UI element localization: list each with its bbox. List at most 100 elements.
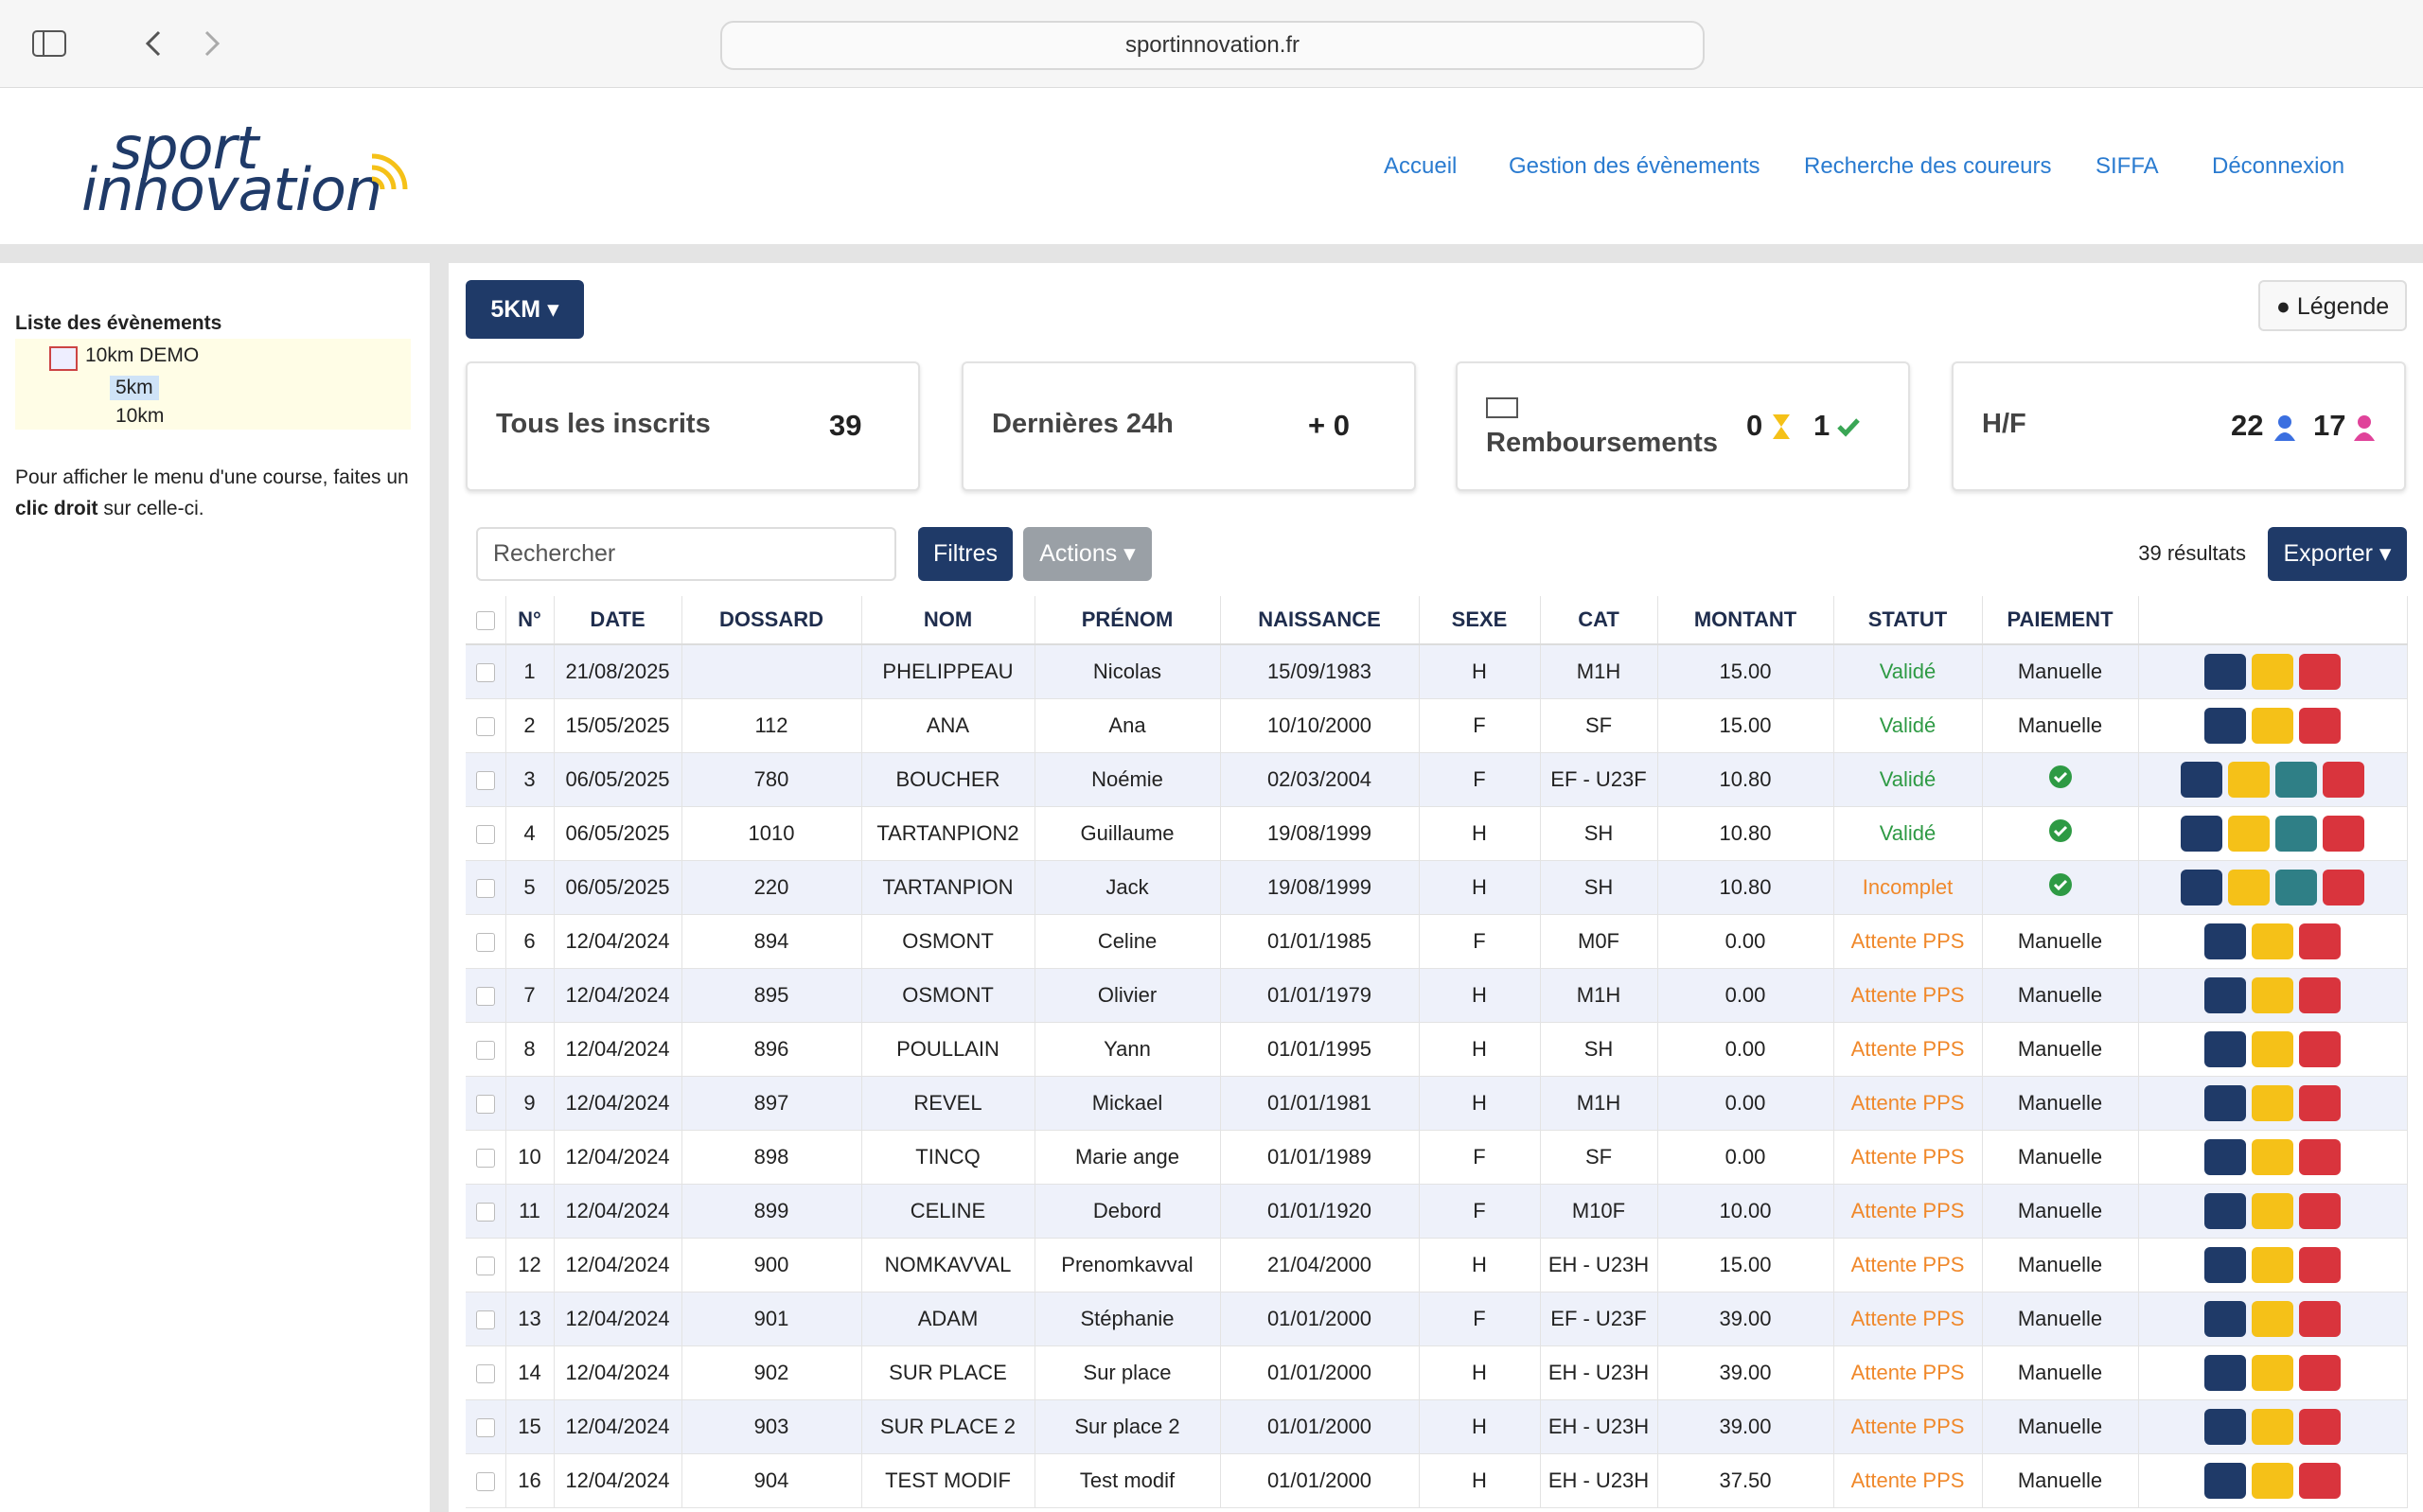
- row-checkbox[interactable]: [476, 825, 495, 844]
- row-checkbox[interactable]: [476, 1472, 495, 1491]
- edit-button[interactable]: [2204, 977, 2246, 1013]
- delete-button[interactable]: [2299, 923, 2341, 959]
- delete-button[interactable]: [2323, 870, 2364, 905]
- delete-button[interactable]: [2299, 1193, 2341, 1229]
- edit-button[interactable]: [2204, 1355, 2246, 1391]
- edit-button[interactable]: [2204, 1409, 2246, 1445]
- nav-link[interactable]: Accueil: [1384, 153, 1457, 180]
- edit-button[interactable]: [2204, 1193, 2246, 1229]
- row-checkbox[interactable]: [476, 1041, 495, 1060]
- edit-button[interactable]: [2181, 870, 2222, 905]
- transfer-button[interactable]: [2252, 654, 2293, 690]
- transfer-button[interactable]: [2252, 1409, 2293, 1445]
- race-dropdown[interactable]: 5KM ▾: [466, 280, 584, 339]
- delete-button[interactable]: [2299, 1085, 2341, 1121]
- edit-button[interactable]: [2204, 654, 2246, 690]
- tree-item[interactable]: 10km DEMO: [85, 344, 199, 367]
- transfer-button[interactable]: [2252, 923, 2293, 959]
- column-header[interactable]: DOSSARD: [681, 596, 861, 644]
- transfer-button[interactable]: [2252, 1301, 2293, 1337]
- transfer-button[interactable]: [2228, 762, 2270, 798]
- address-bar[interactable]: sportinnovation.fr: [720, 21, 1705, 70]
- edit-button[interactable]: [2181, 762, 2222, 798]
- nav-link[interactable]: SIFFA: [2096, 153, 2159, 180]
- row-checkbox[interactable]: [476, 1418, 495, 1437]
- tree-item[interactable]: 5km: [110, 376, 159, 400]
- row-checkbox[interactable]: [476, 717, 495, 736]
- delete-button[interactable]: [2299, 1409, 2341, 1445]
- delete-button[interactable]: [2299, 977, 2341, 1013]
- transfer-button[interactable]: [2252, 708, 2293, 744]
- row-checkbox[interactable]: [476, 1095, 495, 1114]
- delete-button[interactable]: [2299, 1301, 2341, 1337]
- team-button[interactable]: [2275, 870, 2317, 905]
- edit-button[interactable]: [2204, 1139, 2246, 1175]
- row-checkbox[interactable]: [476, 1310, 495, 1329]
- column-header[interactable]: CAT: [1540, 596, 1657, 644]
- edit-button[interactable]: [2181, 816, 2222, 852]
- row-checkbox[interactable]: [476, 879, 495, 898]
- edit-button[interactable]: [2204, 1463, 2246, 1499]
- row-checkbox[interactable]: [476, 1364, 495, 1383]
- column-header[interactable]: PAIEMENT: [1982, 596, 2138, 644]
- transfer-button[interactable]: [2252, 1193, 2293, 1229]
- transfer-button[interactable]: [2252, 1247, 2293, 1283]
- transfer-button[interactable]: [2252, 977, 2293, 1013]
- nav-link[interactable]: Déconnexion: [2212, 153, 2344, 180]
- delete-button[interactable]: [2299, 1355, 2341, 1391]
- edit-button[interactable]: [2204, 1247, 2246, 1283]
- column-header[interactable]: SEXE: [1419, 596, 1540, 644]
- column-header[interactable]: MONTANT: [1657, 596, 1833, 644]
- transfer-button[interactable]: [2252, 1139, 2293, 1175]
- edit-button[interactable]: [2204, 923, 2246, 959]
- column-header[interactable]: STATUT: [1833, 596, 1982, 644]
- team-button[interactable]: [2275, 762, 2317, 798]
- row-checkbox[interactable]: [476, 771, 495, 790]
- column-header[interactable]: DATE: [554, 596, 681, 644]
- row-checkbox[interactable]: [476, 663, 495, 682]
- delete-button[interactable]: [2299, 1139, 2341, 1175]
- delete-button[interactable]: [2299, 1247, 2341, 1283]
- table-row: 1012/04/2024898TINCQMarie ange01/01/1989…: [466, 1131, 2407, 1185]
- transfer-button[interactable]: [2252, 1463, 2293, 1499]
- edit-button[interactable]: [2204, 1031, 2246, 1067]
- edit-button[interactable]: [2204, 1085, 2246, 1121]
- export-button[interactable]: Exporter ▾: [2268, 527, 2407, 581]
- transfer-button[interactable]: [2228, 816, 2270, 852]
- back-button[interactable]: [142, 28, 165, 59]
- edit-button[interactable]: [2204, 708, 2246, 744]
- team-button[interactable]: [2275, 816, 2317, 852]
- actions-button[interactable]: Actions ▾: [1023, 527, 1152, 581]
- column-header[interactable]: PRÉNOM: [1035, 596, 1220, 644]
- sidebar-toggle[interactable]: [32, 30, 66, 57]
- transfer-button[interactable]: [2252, 1085, 2293, 1121]
- delete-button[interactable]: [2299, 1031, 2341, 1067]
- row-checkbox[interactable]: [476, 1149, 495, 1168]
- search-input[interactable]: Rechercher: [476, 527, 896, 581]
- filters-button[interactable]: Filtres: [918, 527, 1013, 581]
- column-header[interactable]: NAISSANCE: [1220, 596, 1419, 644]
- transfer-button[interactable]: [2228, 870, 2270, 905]
- legend-button[interactable]: ● Légende: [2258, 280, 2407, 331]
- nav-link[interactable]: Recherche des coureurs: [1804, 153, 2051, 180]
- transfer-button[interactable]: [2252, 1031, 2293, 1067]
- delete-button[interactable]: [2323, 762, 2364, 798]
- tree-item[interactable]: 10km: [115, 405, 164, 428]
- column-header[interactable]: NOM: [861, 596, 1035, 644]
- edit-button[interactable]: [2204, 1301, 2246, 1337]
- delete-button[interactable]: [2299, 708, 2341, 744]
- forward-button[interactable]: [201, 28, 223, 59]
- row-checkbox[interactable]: [476, 987, 495, 1006]
- column-header[interactable]: N°: [505, 596, 554, 644]
- cell: 39.00: [1657, 1346, 1833, 1400]
- delete-button[interactable]: [2323, 816, 2364, 852]
- transfer-button[interactable]: [2252, 1355, 2293, 1391]
- delete-button[interactable]: [2299, 654, 2341, 690]
- row-checkbox[interactable]: [476, 933, 495, 952]
- nav-link[interactable]: Gestion des évènements: [1509, 153, 1760, 180]
- delete-button[interactable]: [2299, 1463, 2341, 1499]
- logo-text[interactable]: innovation: [81, 155, 381, 224]
- select-all-checkbox[interactable]: [476, 611, 495, 630]
- row-checkbox[interactable]: [476, 1257, 495, 1275]
- row-checkbox[interactable]: [476, 1203, 495, 1222]
